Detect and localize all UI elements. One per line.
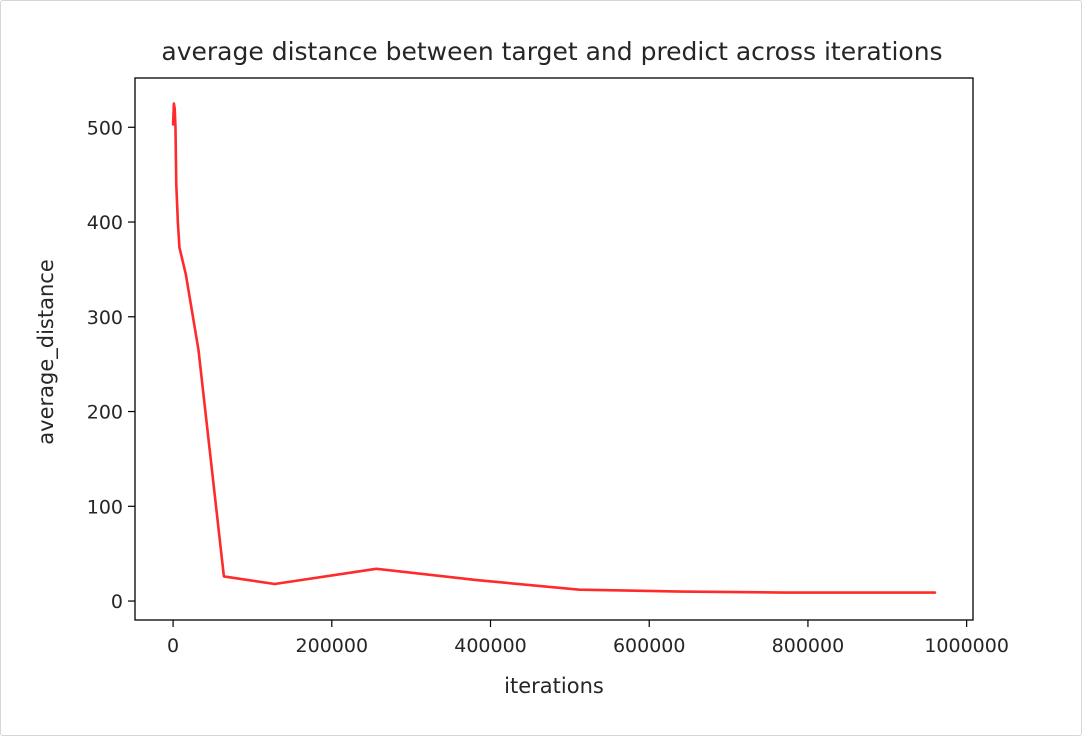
x-tick-label: 400000 (454, 635, 527, 657)
x-tick-label: 200000 (296, 635, 369, 657)
y-tick-label: 400 (87, 212, 123, 234)
x-axis-label: iterations (504, 674, 604, 698)
y-tick-label: 500 (87, 117, 123, 139)
x-tick-label: 800000 (772, 635, 845, 657)
y-axis: 0 100 200 300 400 500 (87, 117, 135, 613)
y-tick-label: 300 (87, 307, 123, 329)
chart-title: average distance between target and pred… (161, 37, 942, 66)
axes-frame (134, 77, 974, 621)
plot-area (134, 77, 974, 621)
y-tick-label: 100 (87, 496, 123, 518)
x-tick-label: 0 (167, 635, 179, 657)
y-tick-label: 200 (87, 402, 123, 424)
x-axis: 0 200000 400000 600000 800000 1000000 (167, 620, 1009, 657)
y-tick-label: 0 (111, 591, 123, 613)
series-line-0 (171, 102, 937, 594)
x-tick-label: 600000 (613, 635, 686, 657)
x-tick-label: 1000000 (924, 635, 1009, 657)
y-axis-label: average_distance (34, 259, 59, 444)
